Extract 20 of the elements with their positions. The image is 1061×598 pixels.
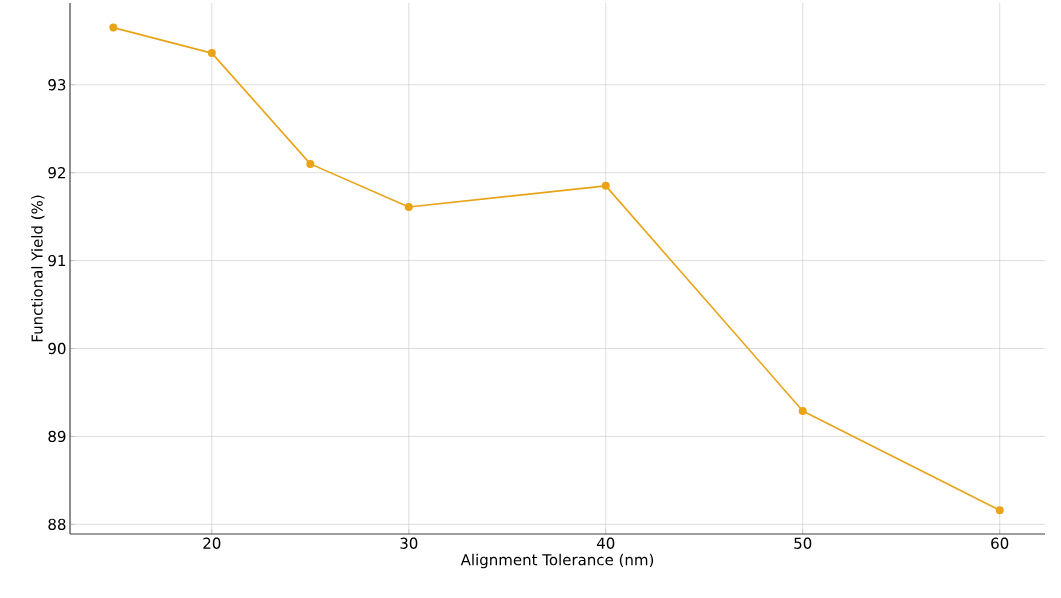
y-tick-label: 90 [48,342,66,355]
point [601,181,610,190]
x-tick-label: 50 [794,537,812,549]
y-tick-label: 91 [48,254,66,267]
y-tick-label: 92 [48,167,65,179]
point [306,159,315,168]
x-tick-label: 30 [400,537,418,549]
point [109,23,118,32]
point [798,406,807,415]
x-axis-title: Alignment Tolerance (nm) [460,553,654,569]
y-tick-label: 88 [48,518,66,531]
point [995,506,1004,515]
y-axis-title: Functional Yield (%) [31,195,45,342]
x-tick-label: 20 [203,537,221,549]
y-tick-label: 93 [48,79,66,91]
x-tick-label: 60 [991,537,1009,549]
x-tick-label: 40 [596,537,615,549]
point [404,202,413,211]
point [207,49,216,58]
y-tick-label: 89 [48,430,66,443]
